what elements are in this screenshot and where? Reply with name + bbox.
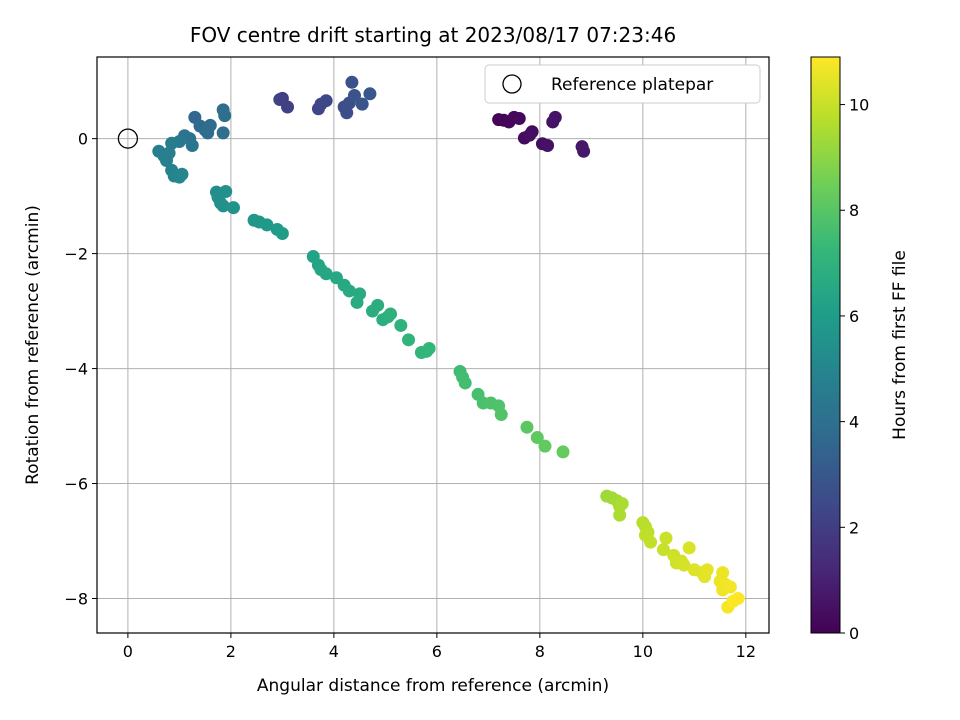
data-point xyxy=(512,112,526,126)
colorbar-tick-label: 8 xyxy=(849,201,859,220)
data-point xyxy=(185,139,199,153)
data-point xyxy=(347,89,361,103)
colorbar-ticks: 0 2 4 6 8 10 xyxy=(840,96,869,643)
data-point xyxy=(345,75,359,89)
data-point xyxy=(644,535,658,549)
data-point xyxy=(319,94,333,108)
legend: Reference platepar xyxy=(484,64,761,104)
data-point xyxy=(613,508,627,522)
y-tick-label: −8 xyxy=(64,590,88,609)
data-point xyxy=(162,146,176,160)
data-point xyxy=(458,376,472,390)
x-tick-label: 10 xyxy=(633,642,653,661)
data-point xyxy=(201,126,215,140)
data-point xyxy=(342,284,356,298)
colorbar-tick-label: 10 xyxy=(849,96,869,115)
colorbar-tick-label: 4 xyxy=(849,413,859,432)
data-point xyxy=(355,97,369,111)
data-point xyxy=(350,295,364,309)
colorbar-gradient xyxy=(810,56,841,634)
colorbar-tick-label: 2 xyxy=(849,518,859,537)
legend-marker-reference xyxy=(502,74,522,94)
x-tick-label: 12 xyxy=(736,642,756,661)
data-point xyxy=(615,497,629,511)
reference-platepar-marker xyxy=(117,128,139,149)
data-point xyxy=(319,267,333,281)
x-tick-label: 8 xyxy=(535,642,545,661)
data-point xyxy=(523,128,537,142)
data-point xyxy=(340,106,354,120)
legend-label-reference: Reference platepar xyxy=(551,75,713,95)
colorbar-tick-label: 6 xyxy=(849,307,859,326)
plot-frame xyxy=(96,56,770,634)
data-point xyxy=(216,126,230,140)
y-tick-label: −6 xyxy=(64,475,88,494)
data-point xyxy=(577,144,591,158)
data-point xyxy=(731,592,745,606)
data-point xyxy=(682,541,696,555)
data-point xyxy=(216,199,230,213)
y-axis-label: Rotation from reference (arcmin) xyxy=(23,205,43,485)
data-point xyxy=(402,333,416,347)
data-point xyxy=(548,110,562,124)
y-tick-label: 0 xyxy=(78,130,88,149)
data-point xyxy=(363,87,377,101)
y-tick-label: −4 xyxy=(64,360,88,379)
colorbar: 0 2 4 6 8 10 Hours from first FF file xyxy=(810,56,910,643)
colorbar-label: Hours from first FF file xyxy=(890,250,910,440)
legend-box xyxy=(484,64,761,104)
colorbar-tick-label: 0 xyxy=(849,624,859,643)
x-tick-label: 2 xyxy=(226,642,236,661)
x-tick-label: 6 xyxy=(432,642,442,661)
data-point xyxy=(260,218,274,232)
data-point xyxy=(520,420,534,434)
data-point xyxy=(273,93,287,107)
data-point xyxy=(723,580,737,594)
data-point xyxy=(226,201,240,215)
data-point xyxy=(371,298,385,312)
data-point xyxy=(530,431,544,445)
data-point xyxy=(218,109,232,123)
data-point xyxy=(541,139,555,153)
chart-title: FOV centre drift starting at 2023/08/17 … xyxy=(190,23,676,47)
data-point xyxy=(494,408,508,422)
data-point xyxy=(165,136,179,150)
data-point xyxy=(716,566,730,580)
data-point xyxy=(677,558,691,572)
data-point xyxy=(700,563,714,577)
data-point xyxy=(556,445,570,459)
data-point xyxy=(384,307,398,321)
y-tick-label: −2 xyxy=(64,245,88,264)
data-point xyxy=(538,439,552,453)
data-point xyxy=(422,341,436,355)
x-tick-label: 0 xyxy=(123,642,133,661)
x-axis-label: Angular distance from reference (arcmin) xyxy=(257,676,609,696)
data-point xyxy=(175,167,189,181)
data-point xyxy=(219,185,233,199)
data-point xyxy=(394,318,408,332)
data-point xyxy=(656,543,670,557)
data-point xyxy=(659,531,673,545)
x-tick-label: 4 xyxy=(329,642,339,661)
data-point xyxy=(275,226,289,240)
plot-area xyxy=(97,57,769,633)
